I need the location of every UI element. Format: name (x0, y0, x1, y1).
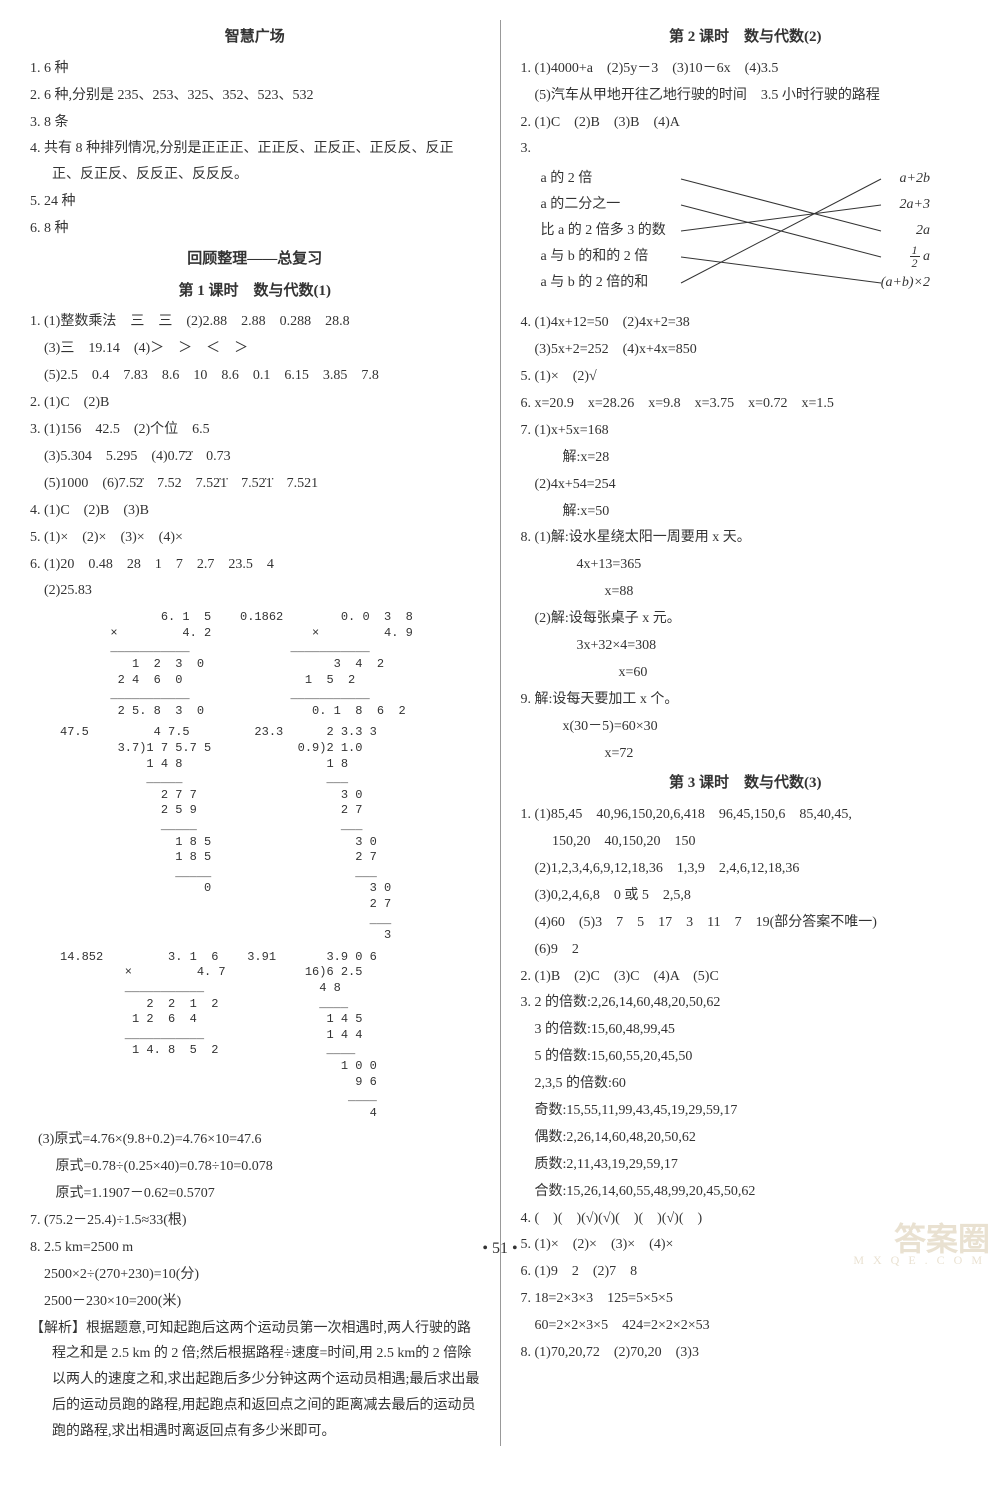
answer-line: 1. (1)整数乘法 三 三 (2)2.88 2.88 0.288 28.8 (30, 309, 480, 335)
answer-line: 2. (1)C (2)B (3)B (4)A (521, 110, 971, 136)
calculation-block: 47.5 4 7.5 23.3 2 3.3 3 3.7)1 7 5.7 5 0.… (30, 725, 480, 943)
watermark-url: M X Q E . C O M (853, 1249, 985, 1271)
subsection-title: 第 1 课时 数与代数(1) (30, 278, 480, 306)
answer-line: 3. (521, 136, 971, 162)
answer-line: 3x+32×4=308 (521, 633, 971, 659)
answer-line: 6. x=20.9 x=28.26 x=9.8 x=3.75 x=0.72 x=… (521, 391, 971, 417)
answer-line: (3)5x+2=252 (4)x+4x=850 (521, 337, 971, 363)
answer-line: 原式=0.78÷(0.25×40)=0.78÷10=0.078 (30, 1154, 480, 1180)
answer-line: 4. (1)4x+12=50 (2)4x+2=38 (521, 310, 971, 336)
answer-line: (4)60 (5)3 7 5 17 3 11 7 19(部分答案不唯一) (521, 910, 971, 936)
answer-line: 2. (1)C (2)B (30, 390, 480, 416)
answer-line: (3)三 19.14 (4)＞ ＞ ＜ ＞ (30, 336, 480, 362)
answer-line: 5. (1)× (2)× (3)× (4)× (30, 525, 480, 551)
answer-line: x(30－5)=60×30 (521, 714, 971, 740)
answer-line: 7. (1)x+5x=168 (521, 418, 971, 444)
section-title: 智慧广场 (30, 24, 480, 52)
answer-line: 1. (1)4000+a (2)5y－3 (3)10－6x (4)3.5 (521, 56, 971, 82)
page-number: • 51 • (0, 1234, 1000, 1264)
answer-line: 解:x=28 (521, 445, 971, 471)
subsection-title: 第 3 课时 数与代数(3) (521, 770, 971, 798)
answer-line: 1. 6 种 (30, 56, 480, 82)
answer-line: 合数:15,26,14,60,55,48,99,20,45,50,62 (521, 1179, 971, 1205)
answer-line: (6)9 2 (521, 937, 971, 963)
answer-line: 5 的倍数:15,60,55,20,45,50 (521, 1044, 971, 1070)
calculation-block: 14.852 3. 1 6 3.91 3.9 0 6 × 4. 7 16)6 2… (30, 950, 480, 1122)
answer-line: 150,20 40,150,20 150 (521, 829, 971, 855)
answer-line: 6. (1)20 0.48 28 1 7 2.7 23.5 4 (30, 552, 480, 578)
answer-line: (3)原式=4.76×(9.8+0.2)=4.76×10=47.6 (30, 1127, 480, 1153)
matching-diagram: a 的 2 倍 a 的二分之一 比 a 的 2 倍多 3 的数 a 与 b 的和… (521, 166, 971, 306)
answer-line: 4x+13=365 (521, 552, 971, 578)
answer-line: 60=2×2×3×5 424=2×2×2×53 (521, 1313, 971, 1339)
section-title: 回顾整理——总复习 (30, 246, 480, 274)
match-lines (521, 166, 971, 306)
answer-line: 1. (1)85,45 40,96,150,20,6,418 96,45,150… (521, 802, 971, 828)
answer-line: (2)1,2,3,4,6,9,12,18,36 1,3,9 2,4,6,12,1… (521, 856, 971, 882)
column-divider (500, 20, 501, 1446)
subsection-title: 第 2 课时 数与代数(2) (521, 24, 971, 52)
answer-line: (2)解:设每张桌子 x 元。 (521, 606, 971, 632)
answer-line: 原式=1.1907－0.62=0.5707 (30, 1181, 480, 1207)
answer-line: 5. (1)× (2)√ (521, 364, 971, 390)
answer-line: (5)1000 (6)7.5̇2̇ 7.52 7.52̇1̇ 7.52̇1̇ 7… (30, 471, 480, 497)
answer-line: 6. 8 种 (30, 216, 480, 242)
answer-line: 2. 6 种,分别是 235、253、325、352、523、532 (30, 83, 480, 109)
answer-line: (5)2.5 0.4 7.83 8.6 10 8.6 0.1 6.15 3.85… (30, 363, 480, 389)
answer-line: 8. (1)解:设水星绕太阳一周要用 x 天。 (521, 525, 971, 551)
answer-line: 奇数:15,55,11,99,43,45,19,29,59,17 (521, 1098, 971, 1124)
answer-line: 7. 18=2×3×3 125=5×5×5 (521, 1286, 971, 1312)
calculation-block: 6. 1 5 0.1862 0. 0 3 8 × 4. 2 × 4. 9 ___… (30, 610, 480, 719)
answer-line: 2500×2÷(270+230)=10(分) (30, 1262, 480, 1288)
answer-line: (2)25.83 (30, 578, 480, 604)
answer-line: 7. (75.2－25.4)÷1.5≈33(根) (30, 1208, 480, 1234)
answer-line: 3. 2 的倍数:2,26,14,60,48,20,50,62 (521, 990, 971, 1016)
answer-line: 3. 8 条 (30, 110, 480, 136)
answer-line: 4. 共有 8 种排列情况,分别是正正正、正正反、正反正、正反反、反正正、反正反… (30, 136, 480, 188)
answer-line: (3)0,2,4,6,8 0 或 5 2,5,8 (521, 883, 971, 909)
answer-line: x=72 (521, 741, 971, 767)
answer-line: 4. (1)C (2)B (3)B (30, 498, 480, 524)
answer-line: x=60 (521, 660, 971, 686)
answer-line: 2500－230×10=200(米) (30, 1289, 480, 1315)
answer-line: 质数:2,11,43,19,29,59,17 (521, 1152, 971, 1178)
answer-line: (3)5.304 5.295 (4)0.7̇2̇ 0.73 (30, 444, 480, 470)
answer-line: 5. 24 种 (30, 189, 480, 215)
answer-line: 3. (1)156 42.5 (2)个位 6.5 (30, 417, 480, 443)
answer-line: x=88 (521, 579, 971, 605)
answer-line: 9. 解:设每天要加工 x 个。 (521, 687, 971, 713)
answer-line: (5)汽车从甲地开往乙地行驶的时间 3.5 小时行驶的路程 (521, 83, 971, 109)
answer-line: 偶数:2,26,14,60,48,20,50,62 (521, 1125, 971, 1151)
answer-line: (2)4x+54=254 (521, 472, 971, 498)
answer-line: 解:x=50 (521, 499, 971, 525)
analysis-text: 【解析】根据题意,可知起跑后这两个运动员第一次相遇时,两人行驶的路程之和是 2.… (30, 1316, 480, 1445)
answer-line: 2,3,5 的倍数:60 (521, 1071, 971, 1097)
answer-line: 3 的倍数:15,60,48,99,45 (521, 1017, 971, 1043)
answer-line: 8. (1)70,20,72 (2)70,20 (3)3 (521, 1340, 971, 1366)
answer-line: 2. (1)B (2)C (3)C (4)A (5)C (521, 964, 971, 990)
